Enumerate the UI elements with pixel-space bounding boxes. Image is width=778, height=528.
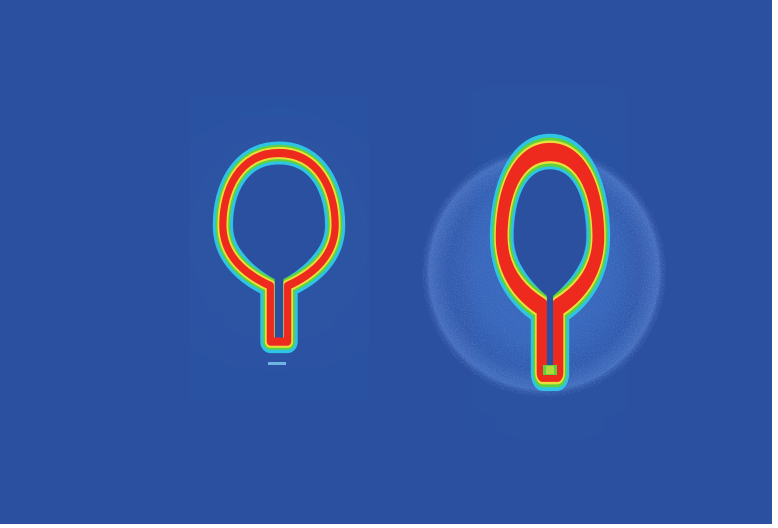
small-loop <box>223 153 335 365</box>
right-border <box>772 0 778 528</box>
large-loop <box>502 152 599 375</box>
bottom-border <box>0 524 778 528</box>
